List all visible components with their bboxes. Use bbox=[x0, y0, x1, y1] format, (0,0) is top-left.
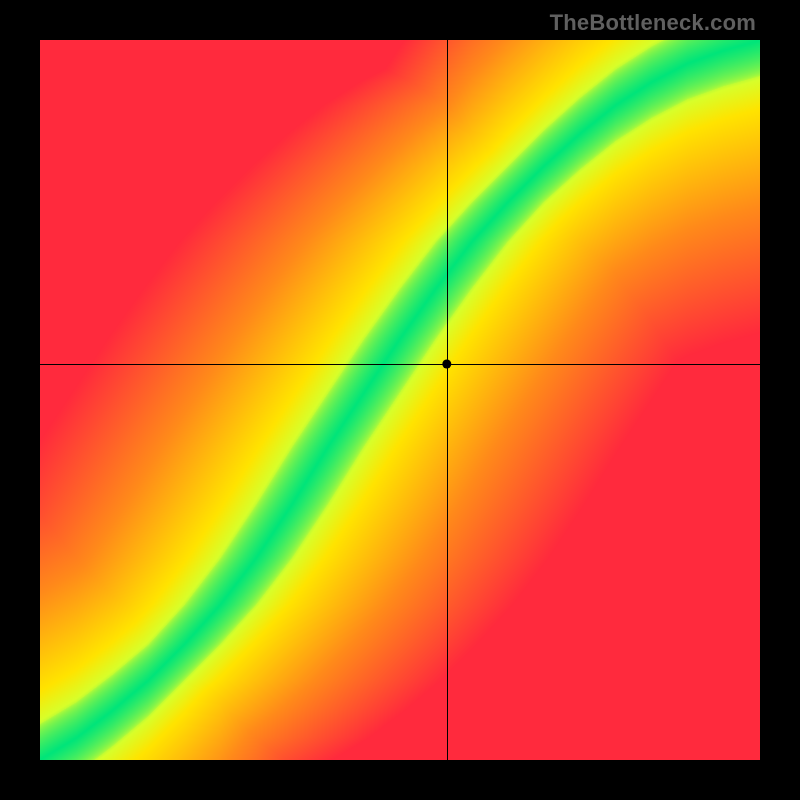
watermark-text: TheBottleneck.com bbox=[550, 10, 756, 36]
bottleneck-heatmap bbox=[0, 0, 800, 800]
chart-container: { "type": "heatmap-with-curve", "canvas"… bbox=[0, 0, 800, 800]
